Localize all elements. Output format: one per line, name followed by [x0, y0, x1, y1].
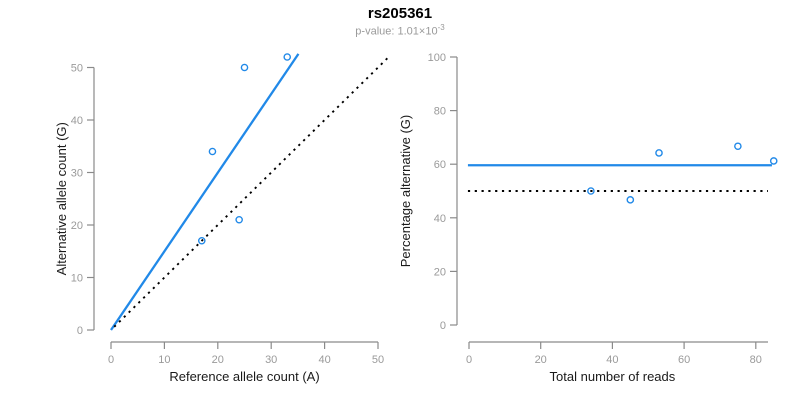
y-tick-label: 0 — [77, 325, 83, 337]
y-tick-label: 0 — [440, 320, 446, 332]
data-point — [240, 63, 249, 72]
y-tick-label: 100 — [428, 52, 446, 64]
x-tick-label: 30 — [265, 354, 277, 366]
y-tick-label: 30 — [71, 168, 83, 180]
y-tick-label: 40 — [434, 213, 446, 225]
data-point — [283, 53, 292, 61]
x-tick-label: 10 — [158, 354, 170, 366]
y-tick-label: 10 — [71, 273, 83, 285]
p-value-exponent: -3 — [437, 23, 445, 32]
data-point — [197, 236, 206, 245]
identity-line — [113, 55, 391, 328]
data-point — [655, 149, 663, 157]
data-point — [626, 196, 635, 204]
y-tick-label: 80 — [434, 106, 446, 118]
data-point — [769, 157, 778, 165]
x-tick-label: 80 — [750, 354, 762, 366]
p-value-text: p-value: 1.01×10 — [355, 25, 438, 38]
data-point — [208, 147, 217, 156]
y-axis-title: Percentage alternative (G) — [398, 115, 413, 267]
data-point — [587, 187, 595, 195]
y-tick-label: 20 — [71, 220, 83, 232]
percentage-vs-reads-plot: 0 20 40 60 80 100 0 20 40 60 80 Total number of rea… — [398, 52, 778, 384]
data-point — [235, 215, 243, 224]
x-tick-label: 50 — [372, 354, 384, 366]
y-tick-label: 20 — [434, 266, 446, 278]
regression-line — [110, 53, 300, 331]
x-tick-label: 0 — [466, 354, 472, 366]
x-tick-label: 0 — [108, 354, 114, 366]
allele-counts-plot: 0 10 20 30 40 50 0 10 20 30 40 50 Reference allele c… — [54, 53, 391, 384]
y-tick-label: 60 — [434, 159, 446, 171]
p-value-subtitle: p-value: 1.01×10-3 — [0, 23, 800, 38]
x-axis-title: Reference allele count (A) — [169, 369, 319, 384]
x-tick-label: 40 — [606, 354, 618, 366]
x-tick-label: 60 — [678, 354, 690, 366]
data-point — [734, 142, 742, 151]
y-axis-title: Alternative allele count (G) — [54, 122, 69, 275]
x-tick-label: 40 — [318, 354, 330, 366]
y-tick-label: 50 — [71, 63, 83, 75]
y-tick-label: 40 — [71, 115, 83, 127]
x-tick-label: 20 — [535, 354, 547, 366]
x-tick-label: 20 — [212, 354, 224, 366]
figure-title: rs205361 — [367, 5, 433, 22]
x-axis-title: Total number of reads — [550, 369, 676, 384]
